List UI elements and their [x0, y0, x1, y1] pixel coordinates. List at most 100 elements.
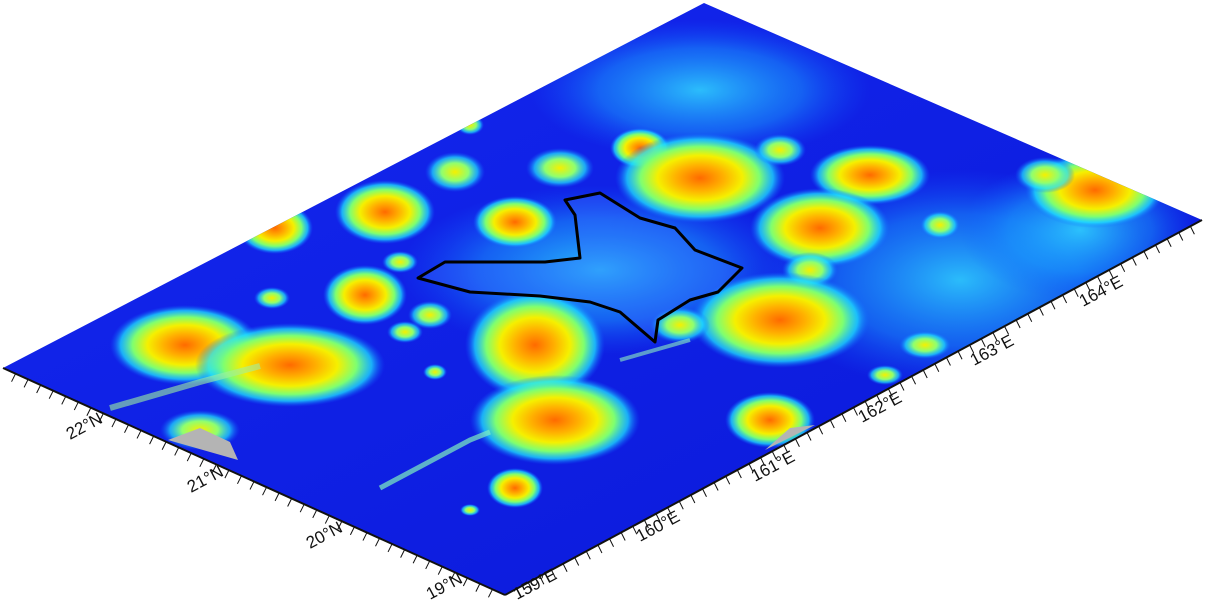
minor-tick — [643, 519, 649, 529]
minor-tick — [111, 418, 117, 428]
minor-ticks — [11, 226, 1195, 598]
minor-tick — [400, 549, 406, 558]
minor-tick — [574, 557, 580, 566]
minor-tick — [186, 452, 192, 462]
minor-tick — [211, 464, 217, 473]
minor-tick — [174, 447, 180, 456]
minor-tick — [1097, 276, 1102, 285]
minor-tick — [655, 513, 661, 522]
seamount — [195, 323, 385, 407]
minor-tick — [783, 444, 789, 454]
minor-tick — [1050, 301, 1056, 310]
minor-tick — [1143, 251, 1149, 260]
minor-tick — [748, 463, 754, 472]
minor-tick — [620, 532, 626, 541]
minor-tick — [1155, 244, 1160, 254]
minor-tick — [922, 369, 928, 379]
minor-tick — [1189, 226, 1195, 235]
minor-tick — [1108, 269, 1114, 279]
minor-tick — [199, 458, 205, 468]
minor-tick — [539, 576, 545, 585]
minor-tick — [337, 521, 343, 530]
minor-tick — [149, 435, 155, 445]
minor-tick — [957, 351, 963, 360]
seamount — [460, 504, 480, 516]
minor-tick — [760, 457, 766, 466]
minor-tick — [771, 451, 777, 460]
minor-tick — [1062, 294, 1068, 304]
minor-tick — [312, 509, 318, 519]
seamount — [387, 321, 423, 343]
seamount — [867, 365, 903, 385]
minor-tick — [992, 332, 998, 341]
minor-tick — [61, 396, 67, 405]
minor-tick — [1015, 319, 1021, 329]
minor-tick — [969, 344, 975, 354]
seamount — [335, 180, 435, 244]
minor-tick — [475, 583, 481, 592]
minor-tick — [161, 441, 167, 450]
seamount — [920, 211, 960, 239]
seamount — [725, 392, 815, 448]
minor-tick — [136, 430, 142, 439]
minor-tick — [562, 563, 568, 572]
land-area — [765, 425, 815, 450]
ridge — [378, 429, 491, 491]
minor-tick — [274, 492, 280, 502]
minor-tick — [585, 551, 591, 560]
minor-tick — [249, 481, 255, 490]
minor-tick — [736, 469, 742, 479]
minor-tick — [450, 572, 456, 581]
minor-tick — [911, 376, 917, 385]
minor-tick — [86, 407, 92, 416]
minor-tick — [1038, 307, 1044, 316]
relief-features — [109, 20, 1200, 516]
minor-tick — [818, 426, 824, 435]
minor-tick — [349, 526, 355, 536]
seamount — [382, 251, 418, 273]
minor-tick — [667, 507, 673, 516]
seamount — [425, 152, 485, 192]
shelf-area — [530, 20, 870, 160]
minor-tick — [287, 498, 293, 507]
minor-tick — [725, 476, 731, 485]
minor-tick — [702, 488, 707, 497]
minor-tick — [425, 560, 431, 570]
minor-tick — [806, 432, 812, 441]
minor-tick — [690, 494, 696, 504]
latitude-tick-label: 19°N — [423, 569, 465, 604]
minor-tick — [11, 373, 16, 382]
seamount — [750, 188, 890, 268]
minor-tick — [237, 475, 242, 485]
seamount — [487, 468, 543, 508]
minor-tick — [597, 544, 603, 554]
seamount — [465, 290, 605, 400]
minor-tick — [387, 543, 393, 553]
seamount — [237, 202, 313, 254]
seamount — [473, 196, 557, 248]
minor-tick — [1166, 238, 1172, 247]
minor-tick — [23, 379, 29, 388]
minor-tick — [551, 569, 556, 579]
minor-tick — [516, 588, 522, 597]
minor-tick — [375, 538, 380, 547]
minor-tick — [853, 407, 858, 416]
latitude-tick-label: 21°N — [184, 462, 226, 497]
minor-tick — [98, 413, 104, 422]
minor-tick — [794, 438, 800, 447]
minor-tick — [1073, 288, 1079, 297]
seamount — [423, 364, 447, 380]
minor-tick — [1178, 232, 1184, 241]
seamount — [254, 287, 290, 309]
seamount — [690, 272, 870, 368]
minor-tick — [632, 526, 638, 535]
seamount — [408, 301, 452, 329]
seamount — [526, 148, 594, 188]
minor-tick — [324, 515, 330, 524]
seamount — [615, 133, 785, 223]
minor-tick — [299, 503, 305, 513]
minor-tick — [1120, 263, 1126, 272]
minor-tick — [876, 394, 882, 404]
seamount — [323, 265, 407, 325]
